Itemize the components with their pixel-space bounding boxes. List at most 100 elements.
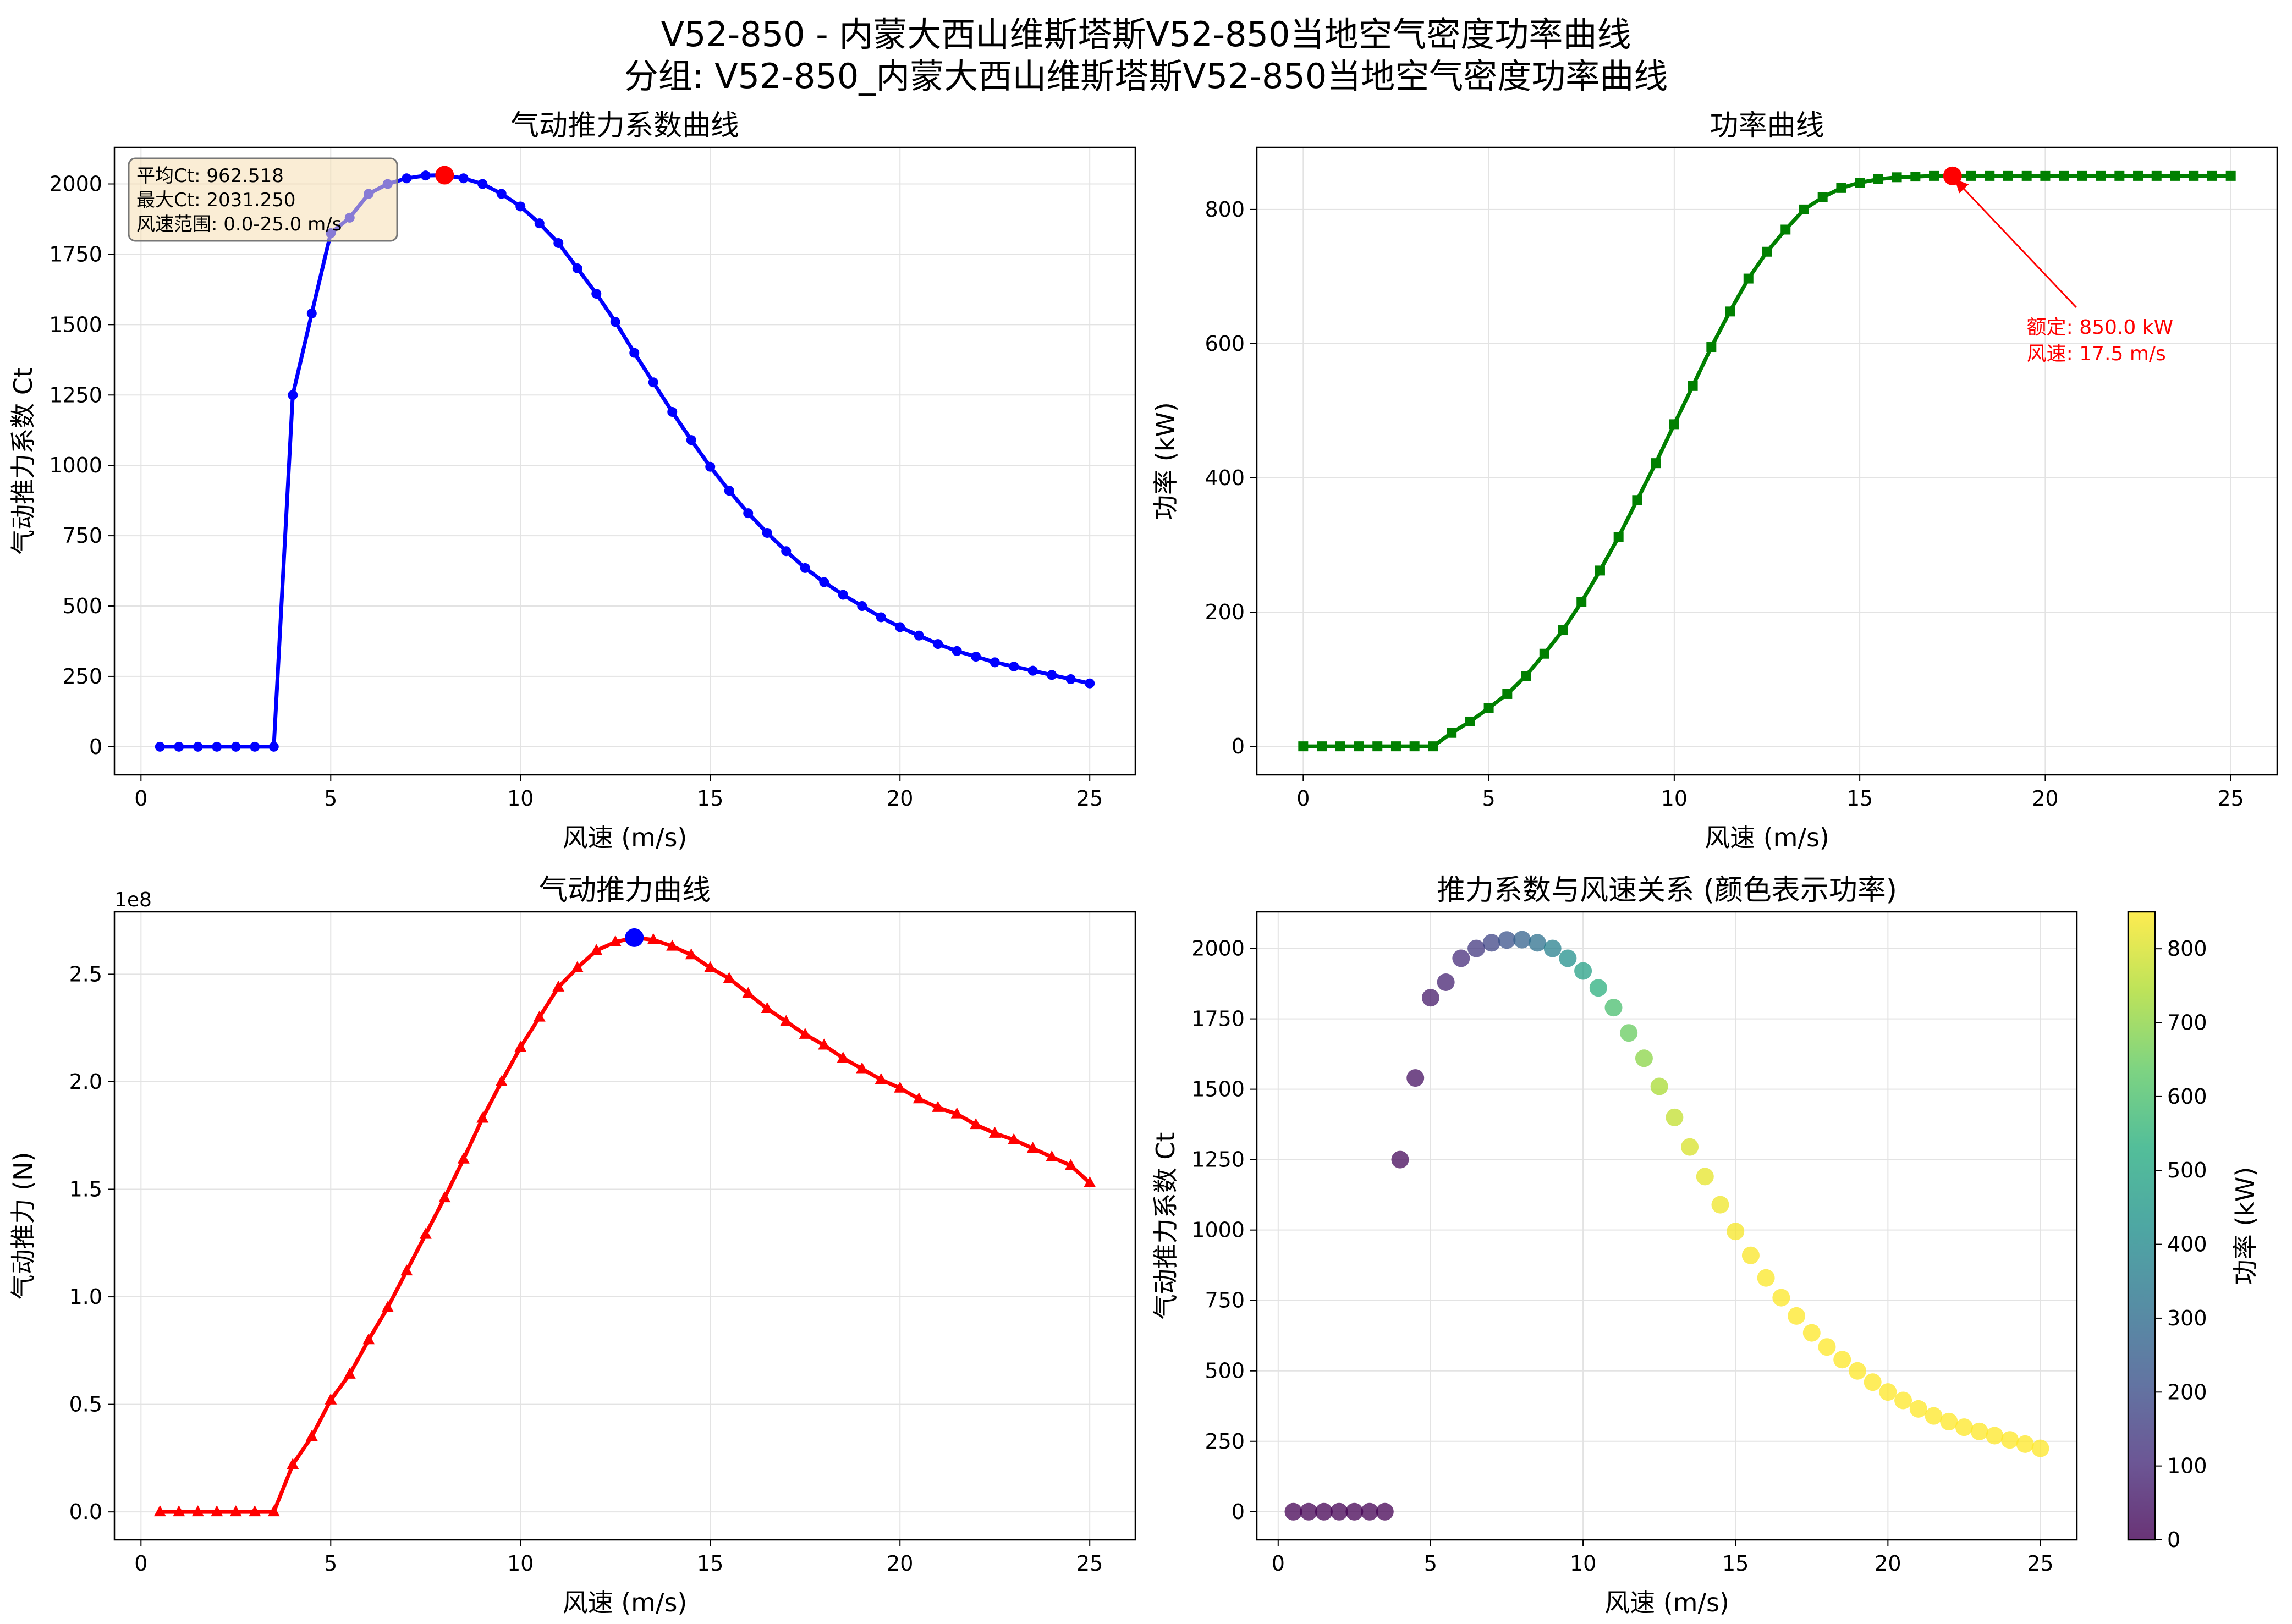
data-point — [212, 741, 222, 752]
data-point — [552, 980, 565, 992]
data-point — [1354, 741, 1364, 752]
data-point — [173, 1505, 185, 1517]
data-point — [438, 1191, 451, 1203]
data-point — [305, 1430, 318, 1441]
data-point — [1669, 419, 1679, 430]
data-point — [268, 741, 279, 752]
figure-title-line-1: V52-850 - 内蒙大西山维斯塔斯V52-850当地空气密度功率曲线 — [661, 14, 1631, 54]
data-point — [818, 1038, 831, 1050]
data-point — [1604, 999, 1623, 1017]
data-point — [952, 646, 962, 656]
subplot-title: 气动推力曲线 — [539, 874, 711, 907]
x-tick-label: 25 — [2027, 1551, 2053, 1576]
data-point — [1817, 192, 1828, 202]
data-point — [1772, 1289, 1790, 1307]
data-point — [1345, 1502, 1364, 1521]
data-point — [1009, 662, 1019, 672]
data-point — [1666, 1108, 1684, 1126]
data-point — [1047, 670, 1057, 680]
data-point — [1892, 172, 1902, 183]
data-point — [1681, 1138, 1699, 1156]
data-point — [1780, 224, 1791, 235]
data-point — [913, 1092, 925, 1104]
y-tick-label: 200 — [1205, 600, 1245, 624]
subplot-title: 功率曲线 — [1710, 109, 1824, 142]
y-tick-label: 2000 — [1191, 937, 1245, 961]
data-point — [476, 1111, 489, 1123]
data-point — [1966, 170, 1976, 181]
data-point — [875, 1073, 887, 1084]
stats-mean-ct: 平均Ct: 962.518 — [136, 165, 284, 187]
colorbar-tick-label: 100 — [2167, 1454, 2207, 1478]
data-point — [1483, 703, 1494, 713]
y-tick-label: 0 — [89, 735, 102, 759]
data-point — [571, 961, 584, 972]
data-point — [1986, 1427, 2004, 1445]
subplot-title: 推力系数与风速关系 (颜色表示功率) — [1437, 874, 1897, 907]
y-tick-label: 0.5 — [69, 1392, 102, 1417]
data-point — [742, 987, 755, 998]
data-point — [971, 652, 981, 662]
data-point — [229, 1505, 242, 1517]
x-tick-label: 15 — [1722, 1551, 1749, 1576]
data-point — [743, 508, 754, 519]
colorbar-label: 功率 (kW) — [2230, 1167, 2260, 1285]
subplot-scatter: 0 5 10 15 20 25025050075010001250150017502000… — [1151, 874, 2260, 1617]
data-point — [1315, 1502, 1333, 1521]
data-point — [306, 308, 317, 318]
data-point — [457, 1152, 470, 1164]
y-tick-label: 1000 — [49, 453, 102, 477]
axes-frame — [1256, 911, 2078, 1541]
data-point — [1910, 172, 1921, 182]
stats-max-ct: 最大Ct: 2031.250 — [136, 189, 296, 211]
data-point — [780, 1015, 793, 1026]
colorbar-frame — [2127, 911, 2156, 1541]
y-tick-label: 2000 — [49, 172, 102, 196]
colorbar-tick-label: 700 — [2167, 1011, 2207, 1035]
data-point — [857, 601, 867, 612]
x-tick-label: 20 — [887, 1551, 913, 1576]
series-line — [160, 173, 1090, 749]
data-point — [2114, 170, 2125, 181]
data-point — [1317, 741, 1327, 752]
colorbar-tick-label: 500 — [2167, 1158, 2207, 1182]
data-point — [1543, 939, 1562, 957]
data-point — [1521, 671, 1531, 681]
data-point — [591, 289, 602, 299]
data-point — [267, 1505, 280, 1517]
data-point — [2189, 170, 2199, 181]
colorbar-tick-label: 600 — [2167, 1084, 2207, 1109]
data-point — [155, 741, 165, 752]
series-line — [160, 935, 1091, 1514]
data-point — [990, 657, 1000, 668]
data-point — [1528, 934, 1546, 952]
data-point — [1711, 1196, 1729, 1214]
x-tick-label: 10 — [507, 786, 534, 811]
data-point — [2170, 170, 2180, 181]
data-point — [1925, 1407, 1943, 1425]
data-point — [1818, 1338, 1836, 1356]
data-point — [1894, 1391, 1912, 1410]
data-point — [1498, 931, 1516, 949]
data-point — [1085, 678, 1095, 689]
data-point — [1482, 934, 1500, 952]
x-tick-label: 15 — [697, 1551, 723, 1576]
y-tick-label: 1250 — [1191, 1148, 1245, 1172]
data-point — [1940, 1412, 1958, 1430]
y-tick-label: 0 — [1232, 734, 1245, 758]
data-point — [420, 170, 431, 181]
data-point — [400, 1264, 413, 1276]
y-tick-label: 1.5 — [69, 1177, 102, 1202]
data-point — [970, 1118, 982, 1130]
x-axis-label: 风速 (m/s) — [563, 1588, 688, 1617]
x-axis-label: 风速 (m/s) — [1604, 1588, 1729, 1617]
data-point — [343, 1367, 356, 1379]
data-point — [1008, 1133, 1020, 1144]
y-tick-label: 1.0 — [69, 1285, 102, 1309]
data-point — [496, 189, 507, 199]
y-tick-label: 750 — [62, 524, 102, 548]
y-tick-label: 1000 — [1191, 1218, 1245, 1242]
data-point — [933, 639, 943, 649]
data-point — [1929, 170, 1939, 181]
